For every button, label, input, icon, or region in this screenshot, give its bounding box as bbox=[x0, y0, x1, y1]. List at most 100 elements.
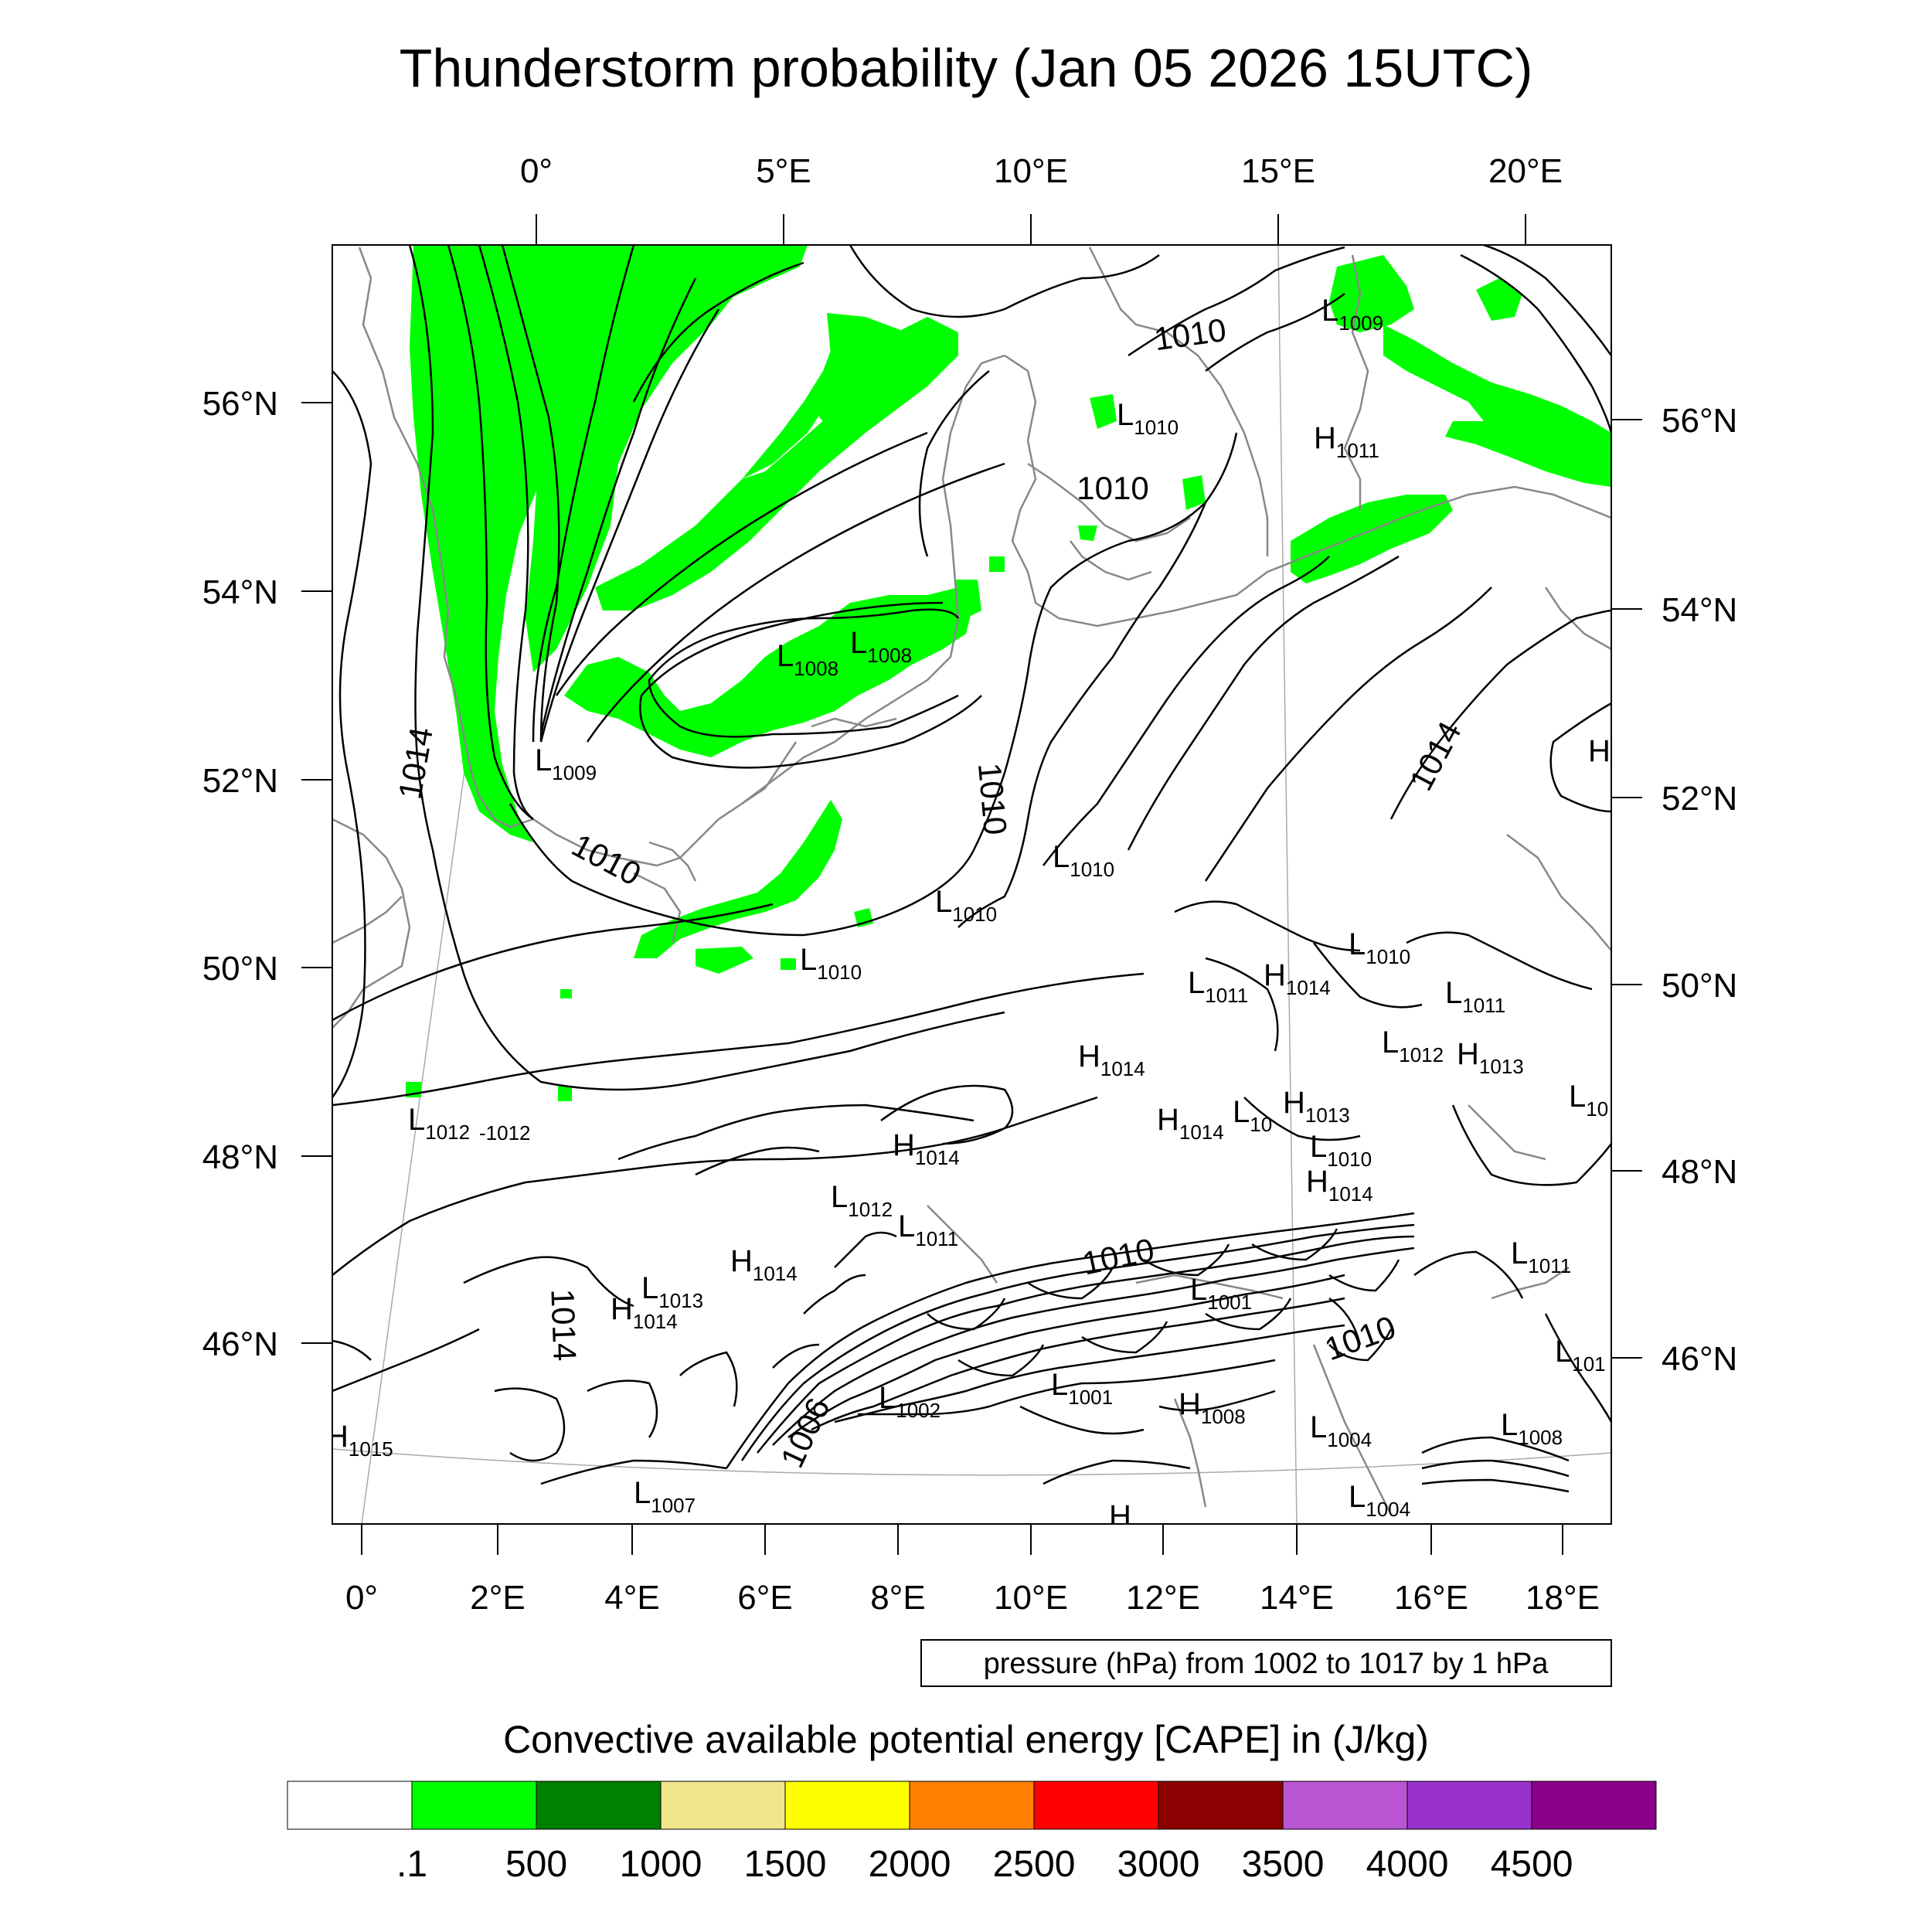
pressure-center-label: L1010 bbox=[1310, 1130, 1372, 1171]
bottom-longitude-axis bbox=[361, 1524, 1563, 1555]
pressure-center-label: H1013 bbox=[1457, 1037, 1524, 1078]
pressure-center-partial: H bbox=[1109, 1499, 1131, 1533]
left-lat-label: 48°N bbox=[202, 1138, 278, 1176]
colorbar-swatch bbox=[411, 1781, 537, 1830]
pressure-center-label: L1010 bbox=[800, 943, 862, 984]
colorbar-swatch bbox=[287, 1781, 413, 1830]
pressure-center-label: L1008 bbox=[1501, 1408, 1563, 1449]
pressure-center-label: H1014 bbox=[611, 1292, 678, 1333]
colorbar-label: 1500 bbox=[744, 1844, 827, 1885]
bottom-lon-label: 12°E bbox=[1126, 1579, 1200, 1617]
alpine-isobars bbox=[494, 1212, 1570, 1493]
left-latitude-axis bbox=[301, 402, 332, 1344]
pressure-center-label: L1008 bbox=[850, 626, 912, 667]
colorbar-swatch bbox=[1033, 1781, 1159, 1830]
top-lon-label: 10°E bbox=[994, 152, 1068, 190]
pressure-center-label: L10 bbox=[1569, 1080, 1608, 1121]
pressure-center-label: L1004 bbox=[1349, 1480, 1410, 1521]
pressure-center-label: L1007 bbox=[634, 1476, 696, 1517]
pressure-center-label: L1002 bbox=[879, 1381, 940, 1422]
pressure-center-label: L1010 bbox=[1053, 840, 1114, 881]
left-lat-label: 46°N bbox=[202, 1325, 278, 1363]
colorbar-title: Convective available potential energy [C… bbox=[503, 1718, 1429, 1761]
pressure-center-label: H bbox=[1588, 734, 1611, 768]
colorbar-label: .1 bbox=[396, 1844, 427, 1885]
pressure-center-label: L1012 bbox=[408, 1103, 470, 1144]
bottom-lon-label: 10°E bbox=[994, 1579, 1068, 1617]
colorbar bbox=[287, 1781, 1657, 1830]
map-plot-area: 1014 1010 1010 1010 1010 1014 1010 1014 … bbox=[326, 245, 1611, 1533]
isobar-label: 1010 bbox=[1077, 470, 1148, 506]
isobar-label: 1010 bbox=[566, 827, 648, 893]
colorbar-swatch bbox=[1158, 1781, 1284, 1830]
bottom-lon-label: 14°E bbox=[1260, 1579, 1334, 1617]
top-longitude-axis bbox=[536, 214, 1526, 245]
bottom-lon-label: 16°E bbox=[1394, 1579, 1468, 1617]
pressure-center-label: H1011 bbox=[1314, 421, 1379, 462]
colorbar-label: 500 bbox=[505, 1844, 567, 1885]
left-lat-label: 54°N bbox=[202, 573, 278, 611]
colorbar-label: 2500 bbox=[993, 1844, 1076, 1885]
map-frame bbox=[332, 244, 1612, 1525]
isobar-label: 1014 bbox=[391, 724, 440, 801]
pressure-center-label: H1015 bbox=[326, 1420, 393, 1461]
colorbar-label: 3500 bbox=[1242, 1844, 1325, 1885]
colorbar-swatch bbox=[1531, 1781, 1657, 1830]
colorbar-swatch bbox=[784, 1781, 910, 1830]
left-lat-label: 56°N bbox=[202, 385, 278, 423]
left-lat-label: 52°N bbox=[202, 762, 278, 800]
left-lat-label: 50°N bbox=[202, 950, 278, 988]
isobar-label: 1010 bbox=[1079, 1231, 1157, 1281]
cape-field-green bbox=[406, 245, 1611, 1101]
isobar-label: 1014 bbox=[1403, 716, 1468, 797]
pressure-center-label: L1011 bbox=[898, 1209, 958, 1250]
figure-title: Thunderstorm probability (Jan 05 2026 15… bbox=[400, 38, 1533, 98]
isobar-value-label: -1012 bbox=[479, 1121, 531, 1145]
isobar-label: 1010 bbox=[1151, 311, 1228, 358]
bottom-lon-label: 4°E bbox=[604, 1579, 659, 1617]
pressure-center-label: H1013 bbox=[1283, 1086, 1350, 1127]
isobars bbox=[332, 245, 1611, 1485]
colorbar-label: 3000 bbox=[1117, 1844, 1200, 1885]
colorbar-swatch bbox=[660, 1781, 786, 1830]
colorbar-label: 1000 bbox=[620, 1844, 702, 1885]
colorbar-labels: .1 500 1000 1500 2000 2500 3000 3500 400… bbox=[396, 1844, 1573, 1885]
right-lat-label: 48°N bbox=[1662, 1153, 1737, 1191]
pressure-center-label: H1014 bbox=[1264, 958, 1331, 999]
pressure-center-label: H1014 bbox=[1306, 1165, 1373, 1206]
pressure-center-label: H1014 bbox=[1157, 1103, 1224, 1144]
pressure-center-label: L1012 bbox=[831, 1180, 893, 1221]
right-lat-label: 56°N bbox=[1662, 402, 1737, 440]
top-lon-label: 15°E bbox=[1241, 152, 1315, 190]
pressure-center-label: L1011 bbox=[1445, 976, 1505, 1017]
bottom-lon-label: 0° bbox=[345, 1579, 378, 1617]
colorbar-swatch bbox=[1282, 1781, 1408, 1830]
right-lat-label: 52°N bbox=[1662, 780, 1737, 818]
bottom-lon-label: 8°E bbox=[870, 1579, 925, 1617]
colorbar-swatch bbox=[909, 1781, 1035, 1830]
pressure-center-label: L1010 bbox=[935, 885, 997, 926]
pressure-center-label: L1010 bbox=[1117, 398, 1179, 439]
isobar-label: 1010 bbox=[971, 761, 1014, 836]
colorbar-swatch bbox=[536, 1781, 662, 1830]
pressure-center-label: L1008 bbox=[777, 639, 838, 680]
pressure-center-label: H1014 bbox=[893, 1128, 960, 1169]
pressure-center-label: L101 bbox=[1555, 1335, 1606, 1376]
colorbar-swatch bbox=[1406, 1781, 1532, 1830]
pressure-center-label: H1008 bbox=[1179, 1387, 1246, 1428]
pressure-center-label: H1014 bbox=[1078, 1039, 1145, 1080]
pressure-center-label: L1010 bbox=[1349, 927, 1410, 968]
pressure-center-label: L1011 bbox=[1188, 966, 1248, 1007]
bottom-lon-label: 2°E bbox=[470, 1579, 525, 1617]
pressure-center-label: L1009 bbox=[535, 743, 597, 784]
top-lon-label: 0° bbox=[520, 152, 553, 190]
isobar-label: 1010 bbox=[1320, 1308, 1400, 1367]
right-lat-label: 54°N bbox=[1662, 591, 1737, 629]
pressure-center-label: L1001 bbox=[1051, 1368, 1113, 1409]
right-lat-label: 46°N bbox=[1662, 1340, 1737, 1378]
pressure-center-label: L1001 bbox=[1190, 1273, 1252, 1314]
bottom-lon-label: 18°E bbox=[1526, 1579, 1600, 1617]
pressure-note: pressure (hPa) from 1002 to 1017 by 1 hP… bbox=[984, 1648, 1549, 1680]
top-lon-label: 5°E bbox=[756, 152, 811, 190]
